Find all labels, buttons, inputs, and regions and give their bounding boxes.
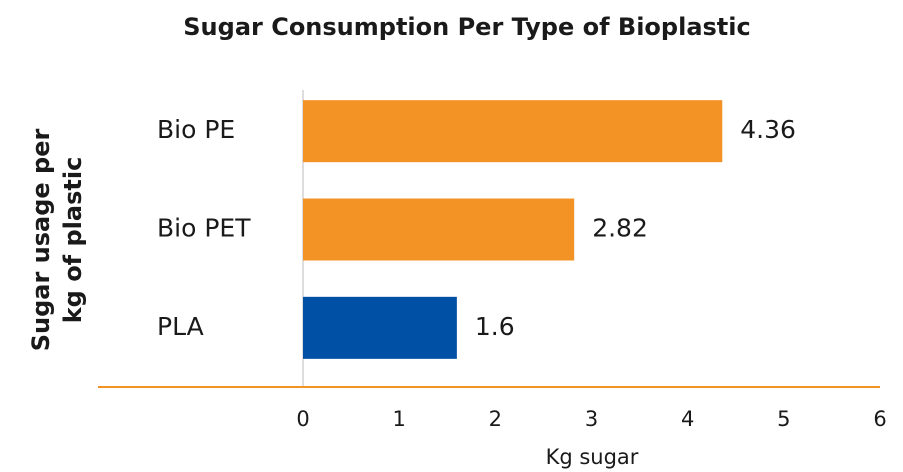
y-axis-label-line: kg of plastic — [59, 157, 87, 324]
value-label: 2.82 — [592, 214, 648, 243]
value-label: 4.36 — [740, 115, 796, 144]
bar — [303, 100, 723, 163]
value-label: 1.6 — [475, 312, 515, 341]
x-tick-label: 1 — [392, 407, 405, 431]
bar — [303, 198, 575, 261]
x-tick-label: 6 — [873, 407, 886, 431]
y-tick-label: Bio PET — [157, 214, 251, 243]
chart-title: Sugar Consumption Per Type of Bioplastic — [183, 13, 750, 41]
y-tick-label: Bio PE — [157, 115, 235, 144]
x-tick-label: 2 — [489, 407, 502, 431]
bar — [303, 296, 457, 359]
x-axis-label: Kg sugar — [546, 445, 639, 469]
y-tick-label: PLA — [157, 312, 204, 341]
x-tick-label: 3 — [585, 407, 598, 431]
x-tick-label: 5 — [777, 407, 790, 431]
x-tick-label: 0 — [296, 407, 309, 431]
x-tick-label: 4 — [681, 407, 694, 431]
y-axis-label-line: Sugar usage per — [27, 129, 55, 352]
y-axis-label: Sugar usage per kg of plastic — [27, 129, 87, 352]
